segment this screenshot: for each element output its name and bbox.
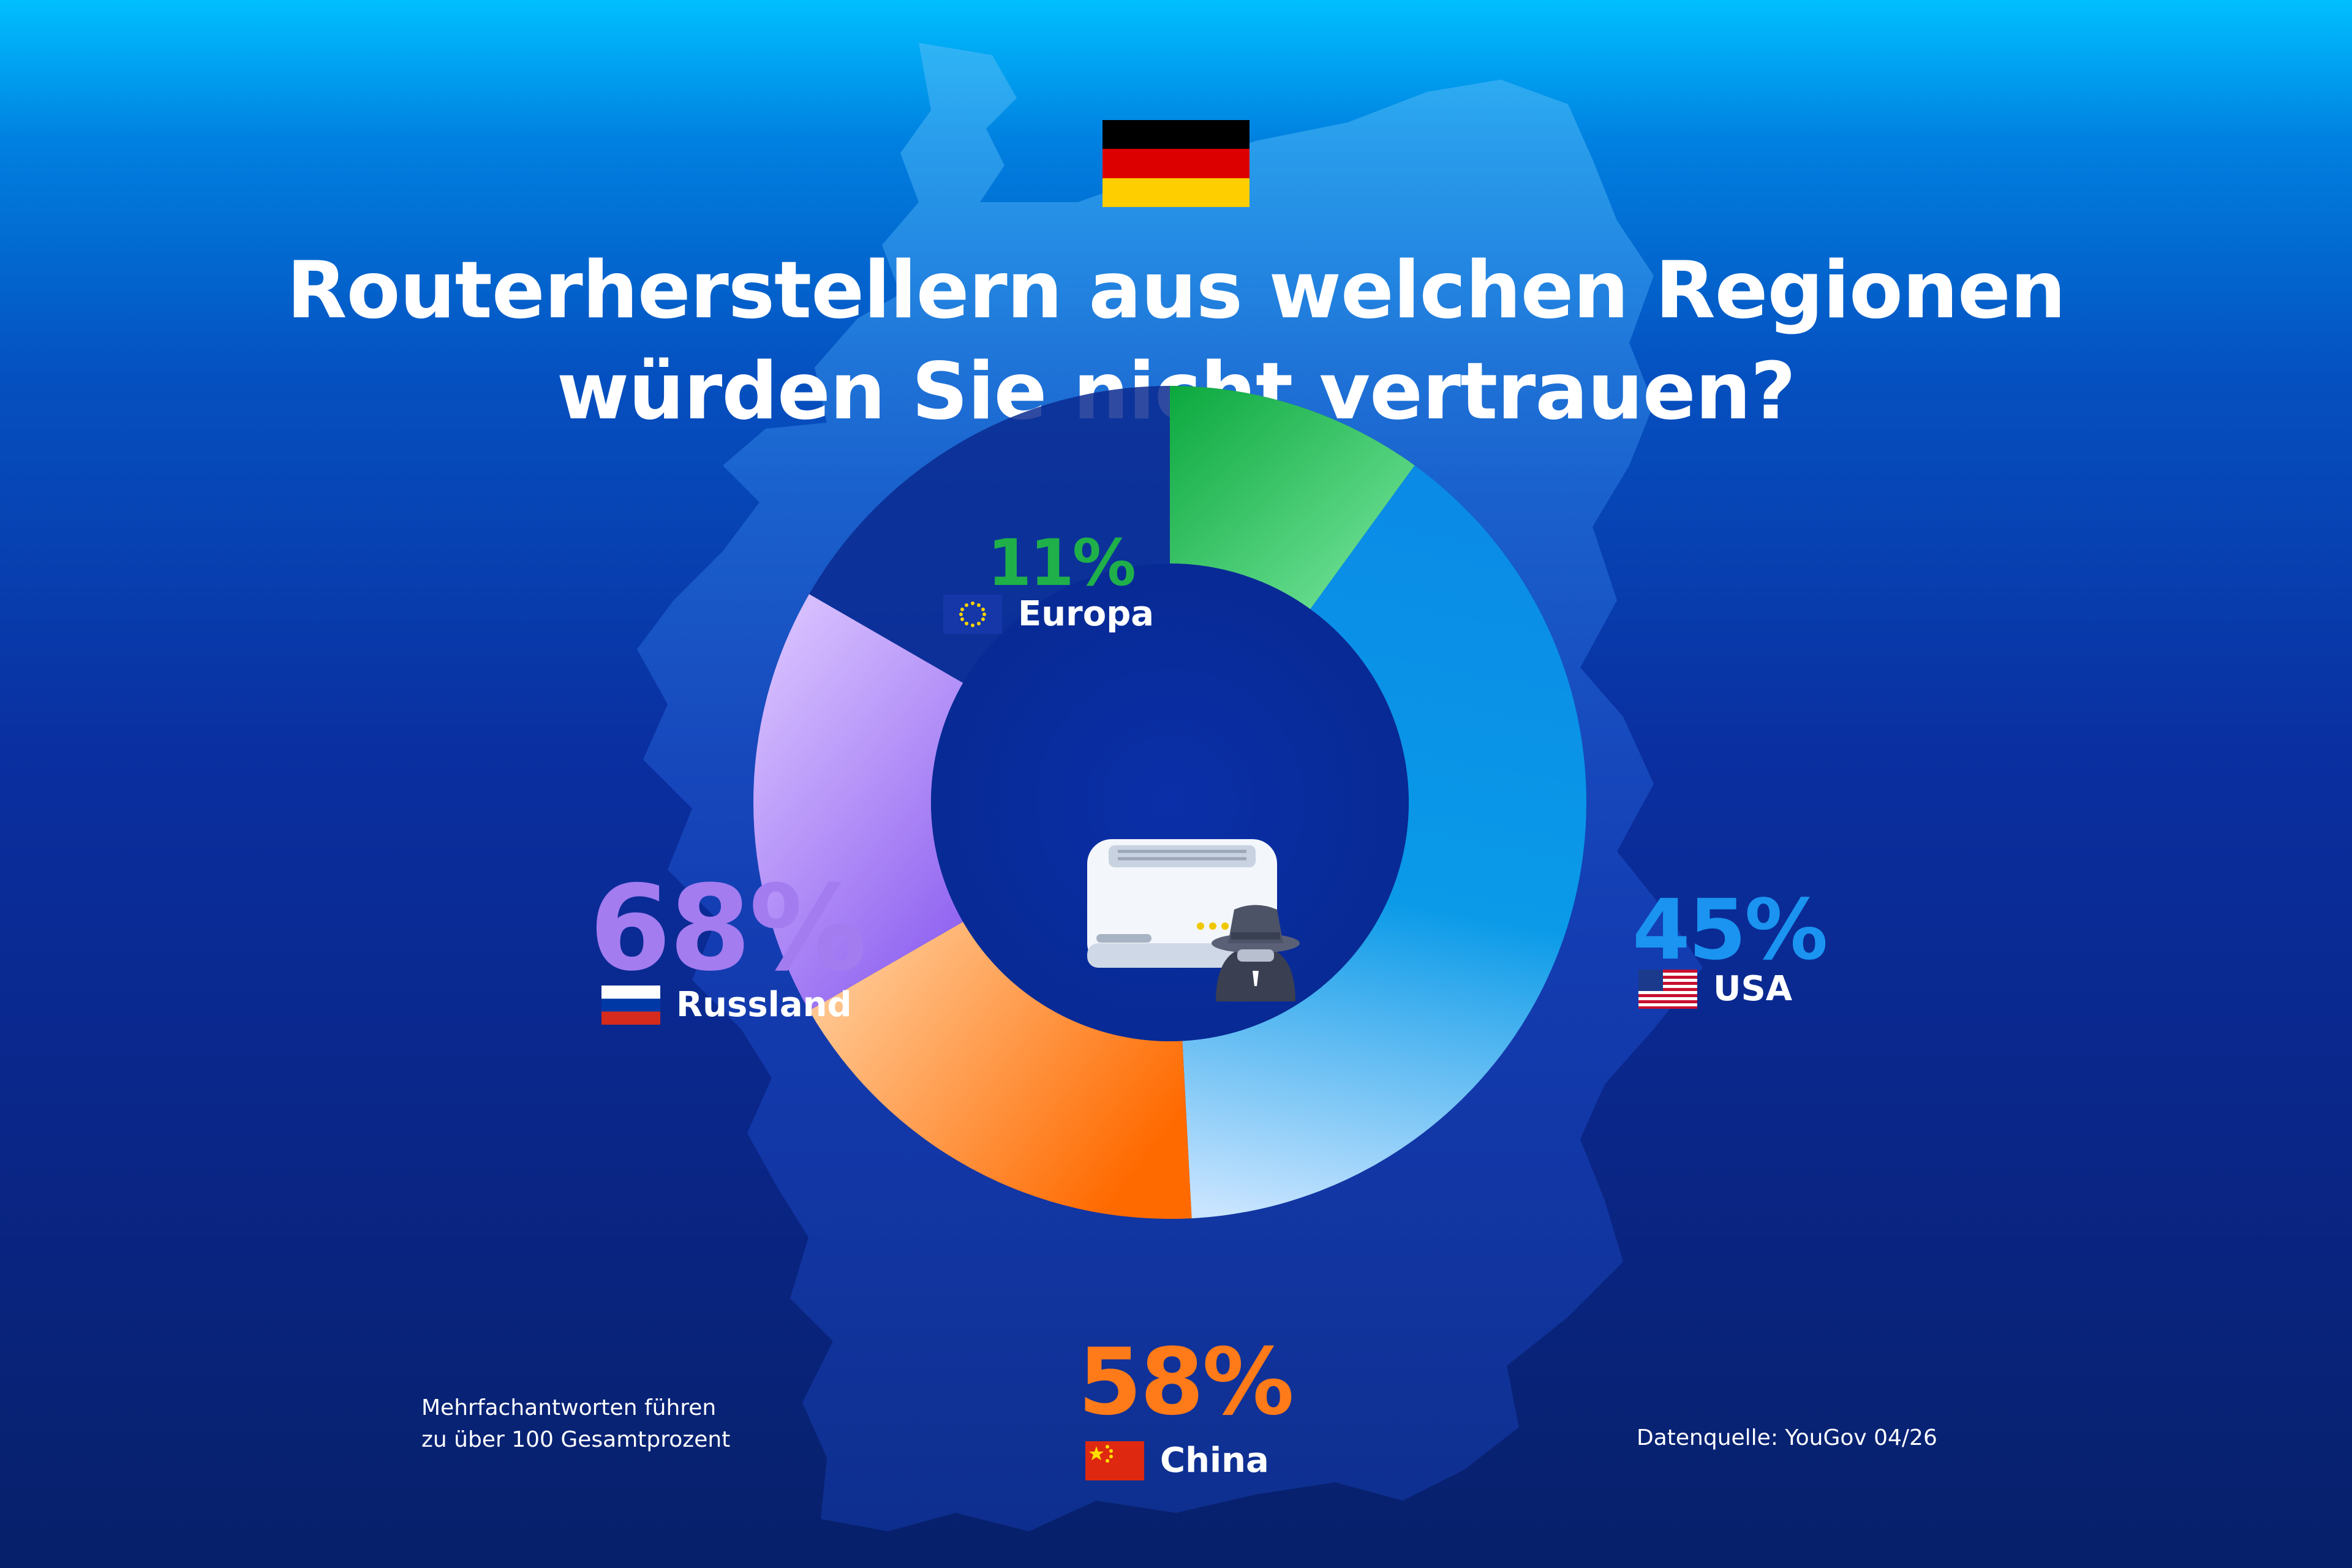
segment-china xyxy=(809,922,1192,1219)
china-flag-icon xyxy=(1085,1441,1144,1480)
eu-flag-icon xyxy=(943,594,1002,634)
label-usa-text: USA xyxy=(1713,969,1793,1009)
segment-russland xyxy=(753,594,963,1011)
german-flag-icon xyxy=(1102,120,1250,207)
label-usa-percent: 45% xyxy=(1632,882,1828,979)
label-russland-text: Russland xyxy=(676,985,852,1025)
label-russland-percent: 68% xyxy=(589,861,867,997)
donut-hole xyxy=(931,564,1409,1041)
label-europa: Europa xyxy=(943,594,1154,634)
spy-icon xyxy=(1212,905,1300,1001)
label-china: China xyxy=(1085,1441,1269,1480)
segment-europa xyxy=(1170,386,1415,609)
footnote-line-1: Mehrfachantworten führen xyxy=(421,1395,717,1420)
label-usa: USA xyxy=(1638,969,1792,1009)
label-russland: Russland xyxy=(601,985,852,1025)
segment-usa xyxy=(1182,465,1587,1219)
footnote-multiple-answers: Mehrfachantworten führen zu über 100 Ges… xyxy=(421,1392,730,1456)
label-europa-percent: 11% xyxy=(987,526,1136,600)
title-line-1: Routerherstellern aus welchen Regionen xyxy=(287,245,2066,336)
label-china-percent: 58% xyxy=(1078,1329,1294,1436)
label-china-text: China xyxy=(1160,1441,1269,1480)
label-europa-text: Europa xyxy=(1018,594,1155,634)
data-source: Datenquelle: YouGov 04/26 xyxy=(1637,1425,1937,1450)
us-flag-icon xyxy=(1638,969,1697,1009)
footnote-line-2: zu über 100 Gesamtprozent xyxy=(421,1427,731,1452)
russia-flag-icon xyxy=(601,985,660,1025)
